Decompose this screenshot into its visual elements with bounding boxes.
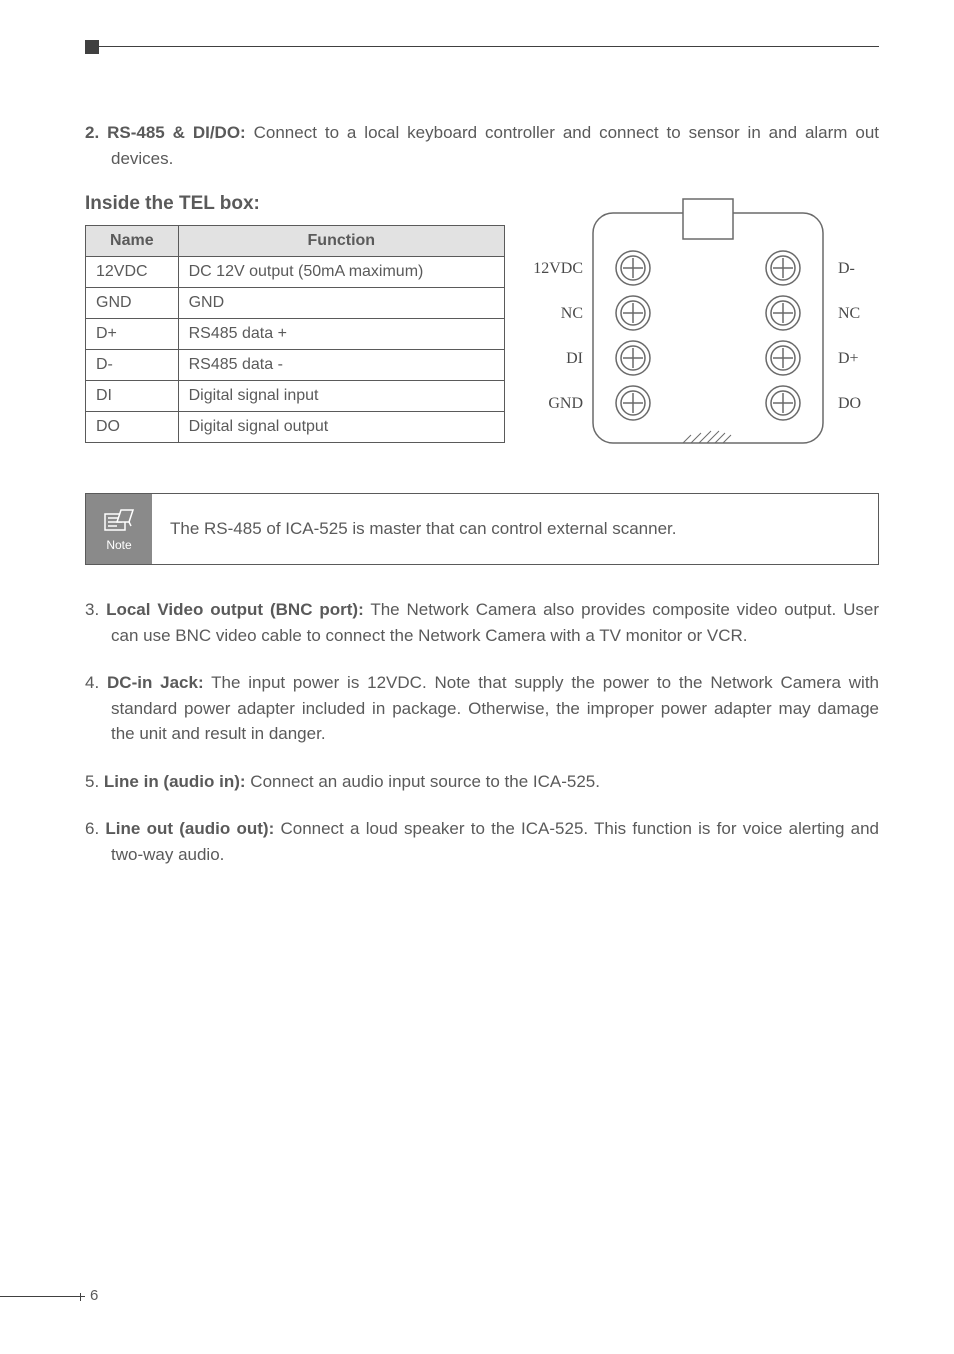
item-title: DC-in Jack: [107, 673, 204, 692]
table-row: D-RS485 data - [86, 350, 505, 381]
crop-line-bottom [0, 1296, 85, 1297]
diagram-label: D+ [838, 350, 859, 367]
cell: Digital signal input [178, 381, 504, 412]
crop-line [99, 46, 879, 47]
note-label: Note [106, 538, 131, 552]
list-item-2: 2. RS-485 & DI/DO: Connect to a local ke… [85, 120, 879, 171]
list-item-6: 6. Line out (audio out): Connect a loud … [85, 816, 879, 867]
page-number: 6 [90, 1287, 98, 1304]
item-number: 3. [85, 600, 99, 619]
diagram-label: D- [838, 260, 855, 277]
tel-box-table: Name Function 12VDCDC 12V output (50mA m… [85, 225, 505, 443]
note-box: Note The RS-485 of ICA-525 is master tha… [85, 493, 879, 565]
cell: RS485 data + [178, 319, 504, 350]
cell: Digital signal output [178, 412, 504, 443]
note-badge: Note [86, 494, 152, 564]
cell: D- [86, 350, 179, 381]
item-number: 6. [85, 819, 99, 838]
item-number: 4. [85, 673, 99, 692]
table-row: D+RS485 data + [86, 319, 505, 350]
item-title: Line out (audio out): [105, 819, 274, 838]
diagram-label: GND [548, 395, 583, 412]
cell: DI [86, 381, 179, 412]
th-function: Function [178, 226, 504, 257]
table-row: DIDigital signal input [86, 381, 505, 412]
table-row: 12VDCDC 12V output (50mA maximum) [86, 257, 505, 288]
item-text: The input power is 12VDC. Note that supp… [111, 673, 879, 743]
list-item-3: 3. Local Video output (BNC port): The Ne… [85, 597, 879, 648]
diagram-label: NC [838, 305, 860, 322]
terminal-diagram: 12VDC NC DI GND D- NC D+ DO [523, 193, 883, 453]
diagram-column: 12VDC NC DI GND D- NC D+ DO [523, 193, 883, 453]
cell: GND [178, 288, 504, 319]
item-title: RS-485 & DI/DO: [107, 123, 246, 142]
section-heading: Inside the TEL box: [85, 193, 505, 215]
table-row: GNDGND [86, 288, 505, 319]
page-content: 2. RS-485 & DI/DO: Connect to a local ke… [85, 120, 879, 867]
diagram-label: DO [838, 395, 861, 412]
crop-tick-bottom [80, 1293, 81, 1301]
item-title: Line in (audio in): [104, 772, 246, 791]
note-text: The RS-485 of ICA-525 is master that can… [152, 494, 878, 564]
note-icon [99, 506, 139, 536]
cell: DO [86, 412, 179, 443]
cell: 12VDC [86, 257, 179, 288]
list-item-5: 5. Line in (audio in): Connect an audio … [85, 769, 879, 795]
cell: D+ [86, 319, 179, 350]
item-text: Connect an audio input source to the ICA… [246, 772, 600, 791]
cell: RS485 data - [178, 350, 504, 381]
list-item-4: 4. DC-in Jack: The input power is 12VDC.… [85, 670, 879, 747]
diagram-label: NC [561, 305, 583, 322]
cell: GND [86, 288, 179, 319]
crop-mark [85, 40, 99, 54]
cell: DC 12V output (50mA maximum) [178, 257, 504, 288]
th-name: Name [86, 226, 179, 257]
table-diagram-row: Inside the TEL box: Name Function 12VDCD… [85, 193, 879, 453]
item-number: 5. [85, 772, 99, 791]
table-column: Inside the TEL box: Name Function 12VDCD… [85, 193, 505, 453]
item-title: Local Video output (BNC port): [106, 600, 364, 619]
diagram-label: 12VDC [533, 260, 583, 277]
table-row: DODigital signal output [86, 412, 505, 443]
diagram-label: DI [566, 350, 583, 367]
item-number: 2. [85, 123, 99, 142]
